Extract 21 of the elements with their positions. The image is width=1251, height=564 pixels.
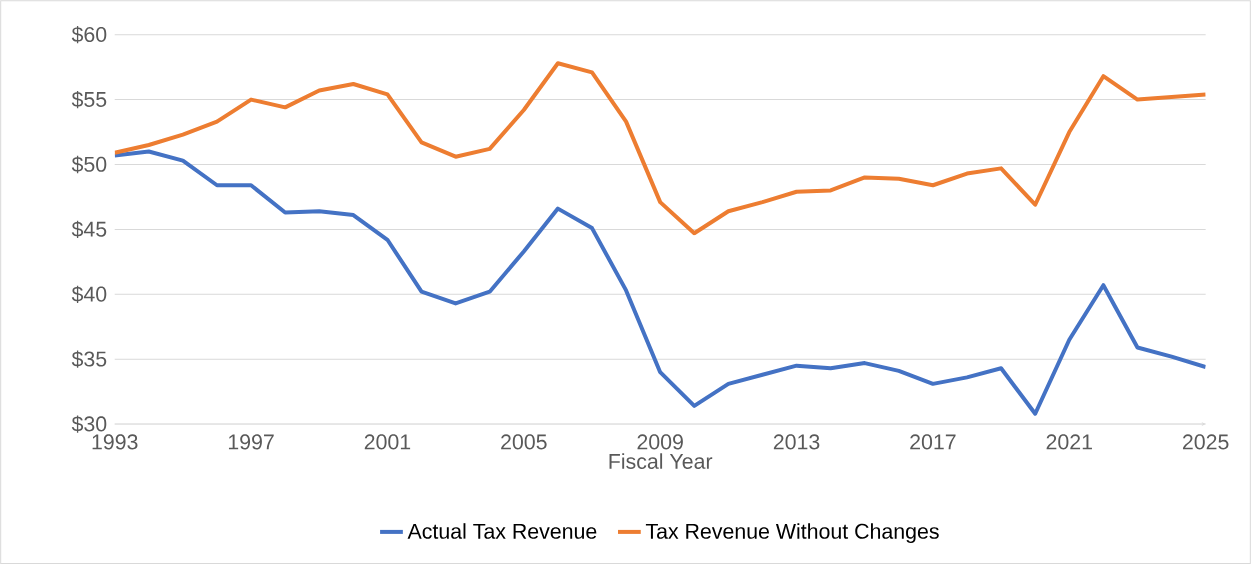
x-tick-label: 1993	[92, 434, 138, 450]
x-tick-label: 2005	[501, 434, 547, 450]
x-tick-label: 2021	[1046, 434, 1092, 450]
y-tick-label: $60	[71, 25, 107, 44]
x-tick-label: 2017	[910, 434, 956, 450]
x-tick-label: 2013	[773, 434, 820, 450]
line-series	[114, 149, 1206, 416]
x-tick-label: 1997	[228, 434, 274, 450]
y-tick-label: $35	[71, 350, 107, 368]
x-axis-title: Fiscal Year	[609, 453, 713, 469]
y-tick-label: $40	[71, 285, 107, 303]
x-tick-label: 2009	[637, 434, 683, 450]
x-tick-label: 2001	[364, 434, 411, 450]
legend-label: Tax Revenue Without Changes	[645, 523, 939, 544]
y-tick-label: $45	[71, 220, 107, 238]
legend-label: Actual Tax Revenue	[407, 523, 597, 539]
line-series	[114, 61, 1206, 236]
y-tick-label: $50	[71, 155, 107, 174]
x-tick-label: 2025	[1182, 434, 1229, 450]
y-tick-label: $55	[71, 90, 107, 109]
y-tick-label: $30	[71, 415, 107, 433]
